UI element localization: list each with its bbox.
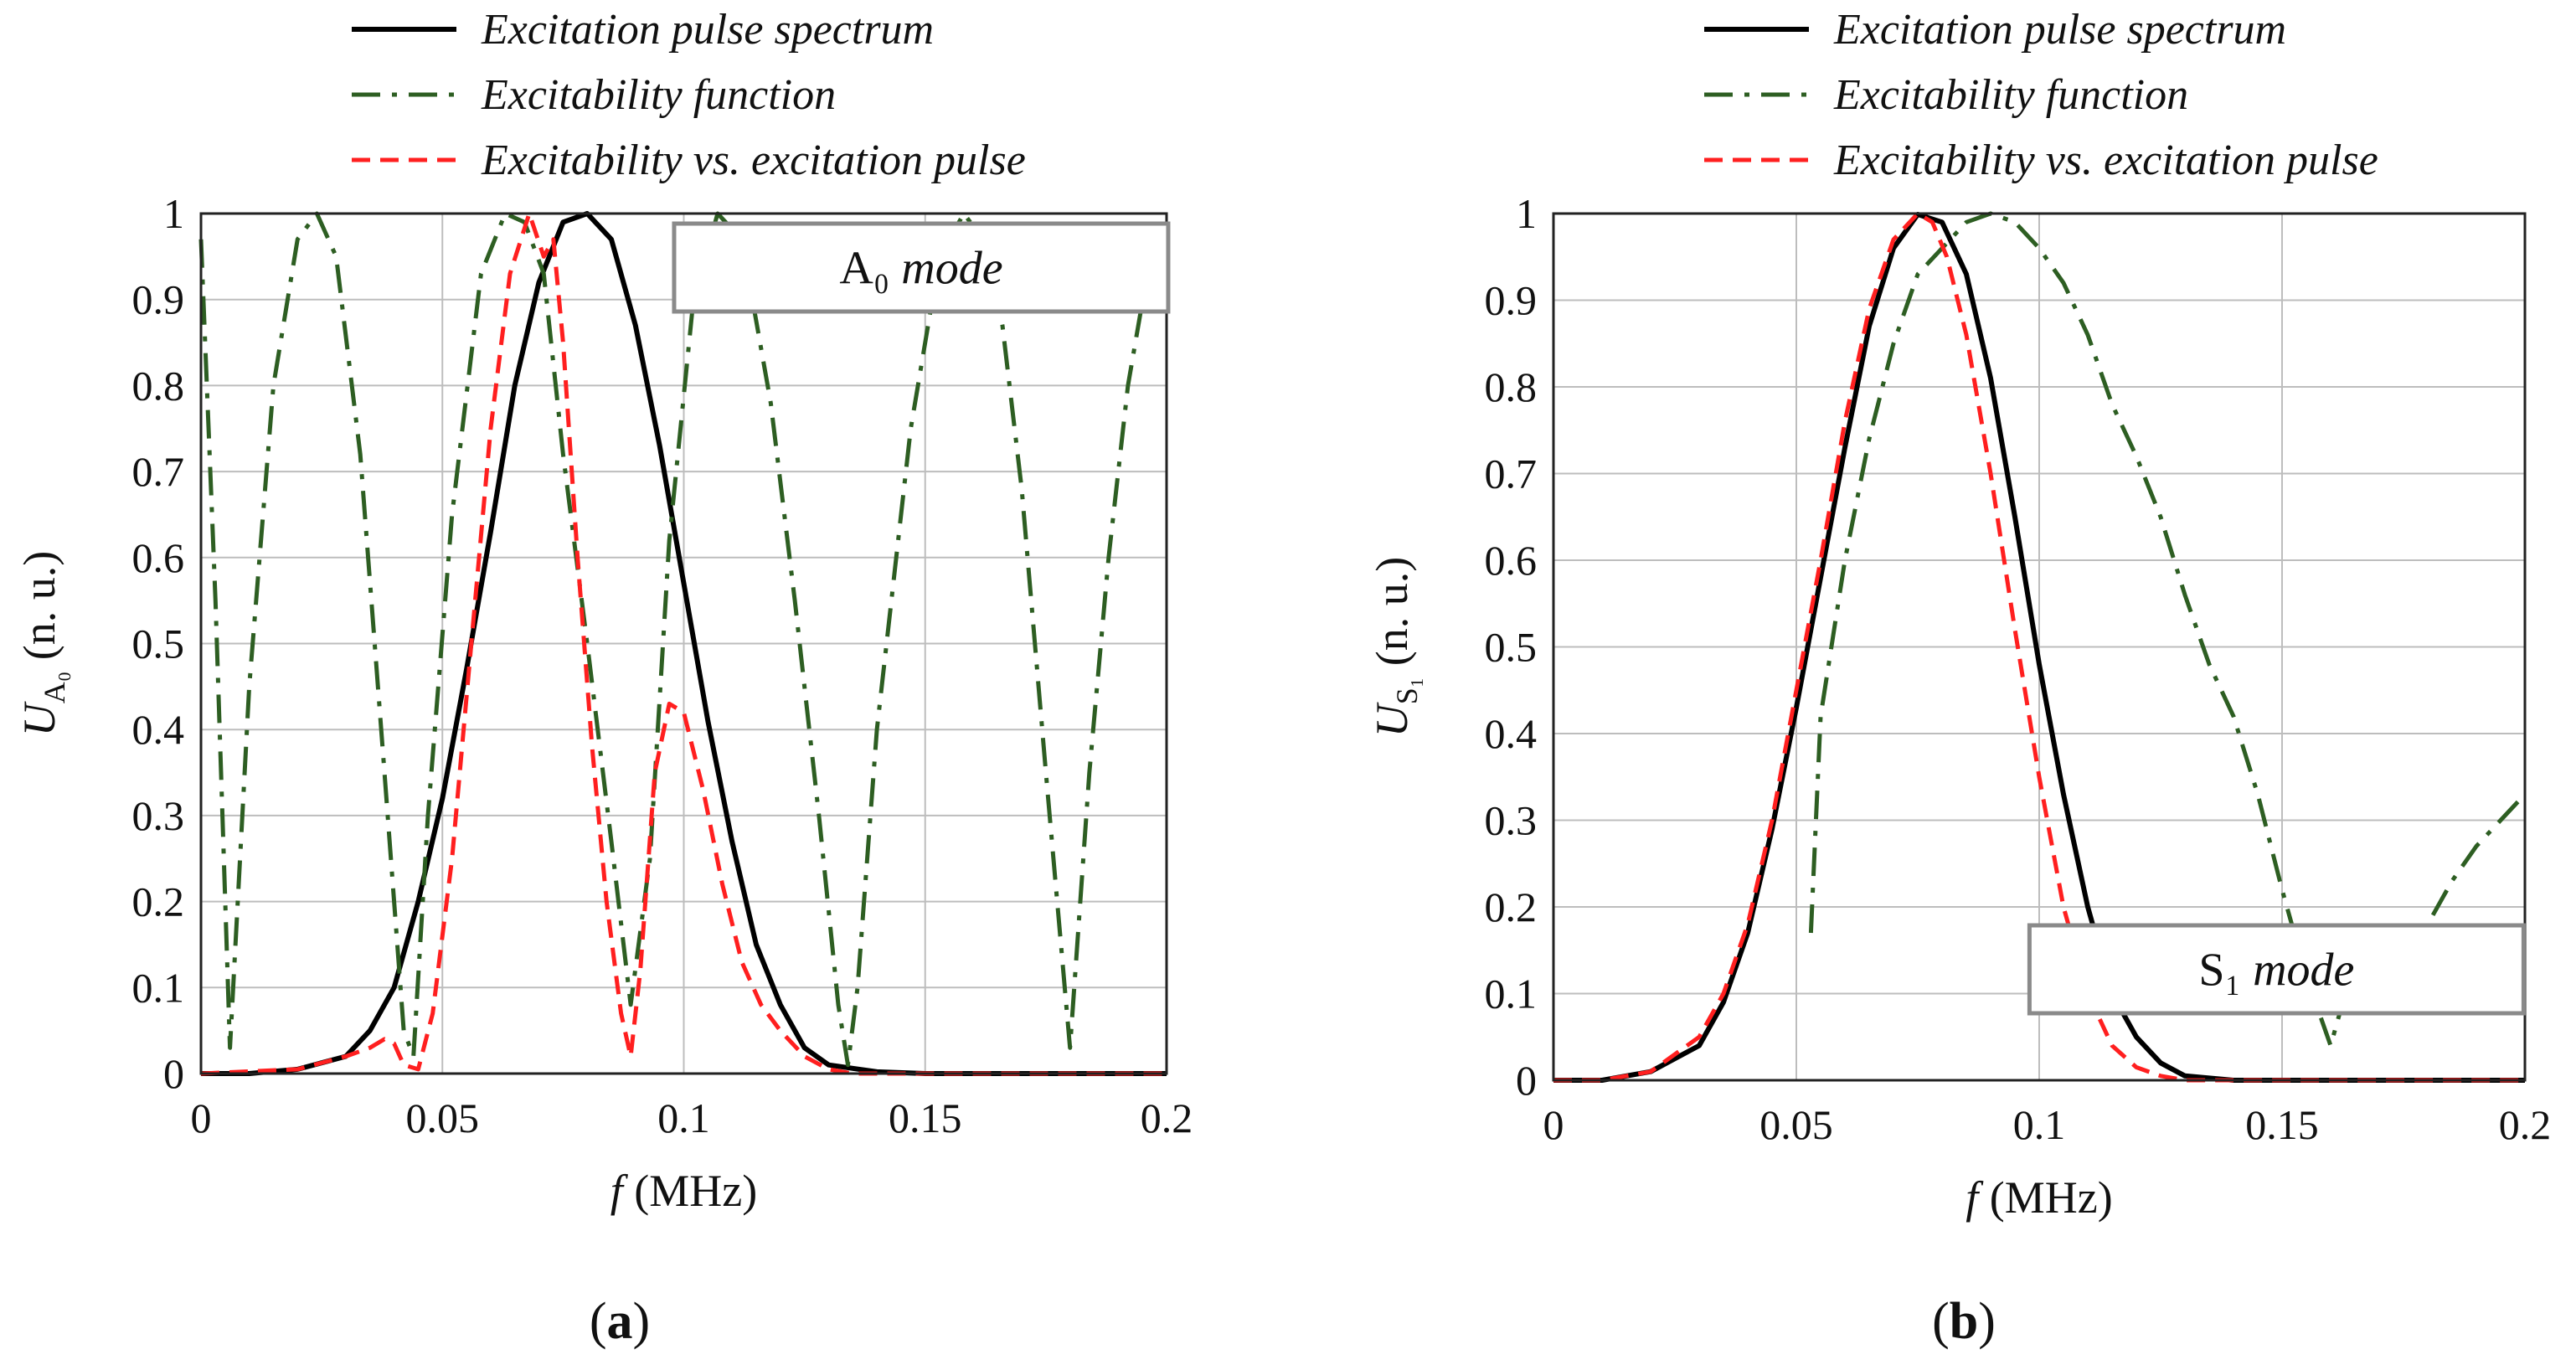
axes-frame (199, 212, 1168, 1075)
y-axis-label: US₁ (n. u.) (1367, 557, 1424, 738)
x-tick-label: 0.15 (2245, 1101, 2319, 1148)
x-axis-label-unit: (MHz) (623, 1166, 757, 1216)
mode-label-space (2241, 945, 2253, 997)
y-tick-label: 0.3 (1485, 797, 1538, 844)
y-axis-label-symbol: U (14, 701, 64, 736)
y-tick-label: 0.4 (1485, 710, 1538, 757)
mode-label: S₁ mode (2198, 945, 2354, 997)
series-line-solid (1553, 212, 2525, 1083)
y-tick-label: 1 (1516, 190, 1537, 237)
y-tick-label: 0.3 (132, 792, 185, 839)
x-tick-label: 0.15 (889, 1094, 962, 1141)
y-tick-label: 0.4 (132, 706, 185, 753)
y-tick-label: 0.1 (132, 964, 185, 1011)
series-line-dashdot (1808, 211, 2527, 1048)
y-tick-label: 0.7 (132, 448, 185, 495)
x-tick-label: 0.2 (2499, 1101, 2552, 1148)
x-tick-label: 0.1 (2013, 1101, 2066, 1148)
x-tick-label: 0.05 (1759, 1101, 1833, 1148)
x-axis-label: f (MHz) (611, 1166, 757, 1216)
y-axis-label: UA₀ (n. u.) (14, 551, 71, 737)
legend-entry-label: Excitation pulse spectrum (481, 6, 934, 54)
panel-label-open: ( (590, 1293, 607, 1350)
x-tick-label: 0.05 (406, 1094, 480, 1141)
x-tick-label: 0 (1543, 1101, 1564, 1148)
x-tick-label: 0 (191, 1094, 212, 1141)
y-axis-label-unit: (n. u.) (1367, 557, 1417, 677)
y-axis-label-subscript: S₁ (1390, 677, 1424, 705)
legend-entry-label: Excitation pulse spectrum (1833, 6, 2286, 54)
mode-label-box: A₀ mode (672, 221, 1171, 314)
y-tick-label: 0.2 (132, 878, 185, 925)
y-tick-label: 0 (1516, 1057, 1537, 1104)
mode-label-word: mode (901, 243, 1002, 295)
series-line-dashed (200, 211, 1167, 1076)
y-tick-label: 0 (163, 1050, 184, 1097)
chart-panel-a: 0 0.05 0.1 0.15 0.2 0 0.1 0.2 0.3 0.4 0.5 0.6 0.7 0.8… (14, 6, 1193, 1350)
y-tick-label: 0.6 (1485, 537, 1538, 584)
panel-label-letter: a (607, 1293, 633, 1350)
x-tick-label: 0.2 (1141, 1094, 1193, 1141)
x-axis-label: f (MHz) (1965, 1172, 2112, 1223)
legend-entry-label: Excitability vs. excitation pulse (481, 136, 1026, 184)
y-tick-label: 0.1 (1485, 971, 1538, 1017)
mode-label-box: S₁ mode (2027, 923, 2526, 1016)
y-tick-label: 0.2 (1485, 883, 1538, 930)
series-line-dashdot (198, 211, 1168, 1068)
y-tick-label: 0.5 (132, 621, 185, 667)
x-axis-label-unit: (MHz) (1978, 1172, 2112, 1223)
panel-label-close: ) (1978, 1293, 1996, 1350)
series-line-dashed (1553, 211, 2525, 1083)
legend-entry-label: Excitability vs. excitation pulse (1833, 136, 2378, 184)
y-tick-label: 0.9 (132, 276, 185, 323)
y-axis-label-symbol: U (1367, 702, 1417, 737)
mode-label-space (889, 243, 901, 295)
y-tick-label: 0.6 (132, 534, 185, 581)
y-tick-label: 0.5 (1485, 624, 1538, 671)
y-tick-label: 0.9 (1485, 277, 1538, 324)
mode-label: A₀ mode (839, 243, 1002, 295)
mode-label-frame (2027, 923, 2526, 1016)
legend-entry-label: Excitability function (481, 71, 836, 119)
axes-frame (1552, 212, 2527, 1082)
mode-label-symbol: S₁ (2198, 945, 2241, 997)
x-tick-label: 0.1 (657, 1094, 710, 1141)
mode-label-word: mode (2253, 945, 2354, 997)
chart-panel-b: 0 0.05 0.1 0.15 0.2 0 0.1 0.2 0.3 0.4 0.5 0.6 0.7 0.8… (1367, 6, 2551, 1350)
panel-label-letter: b (1950, 1293, 1978, 1350)
y-tick-label: 0.7 (1485, 451, 1538, 497)
y-tick-label: 0.8 (1485, 363, 1538, 410)
mode-label-symbol: A₀ (839, 243, 889, 295)
y-axis-label-subscript: A₀ (38, 672, 71, 704)
mode-label-frame (672, 221, 1171, 314)
panel-label: (a) (590, 1293, 650, 1350)
panel-label-close: ) (633, 1293, 651, 1350)
y-axis-label-unit: (n. u.) (14, 551, 64, 672)
y-tick-label: 0.8 (132, 362, 185, 409)
y-tick-label: 1 (163, 190, 184, 237)
legend: Excitation pulse spectrum Excitability fu… (352, 6, 1026, 184)
legend: Excitation pulse spectrum Excitability fu… (1704, 6, 2378, 184)
panel-label-open: ( (1932, 1293, 1950, 1350)
legend-entry-label: Excitability function (1833, 71, 2188, 119)
panel-label: (b) (1932, 1293, 1996, 1350)
